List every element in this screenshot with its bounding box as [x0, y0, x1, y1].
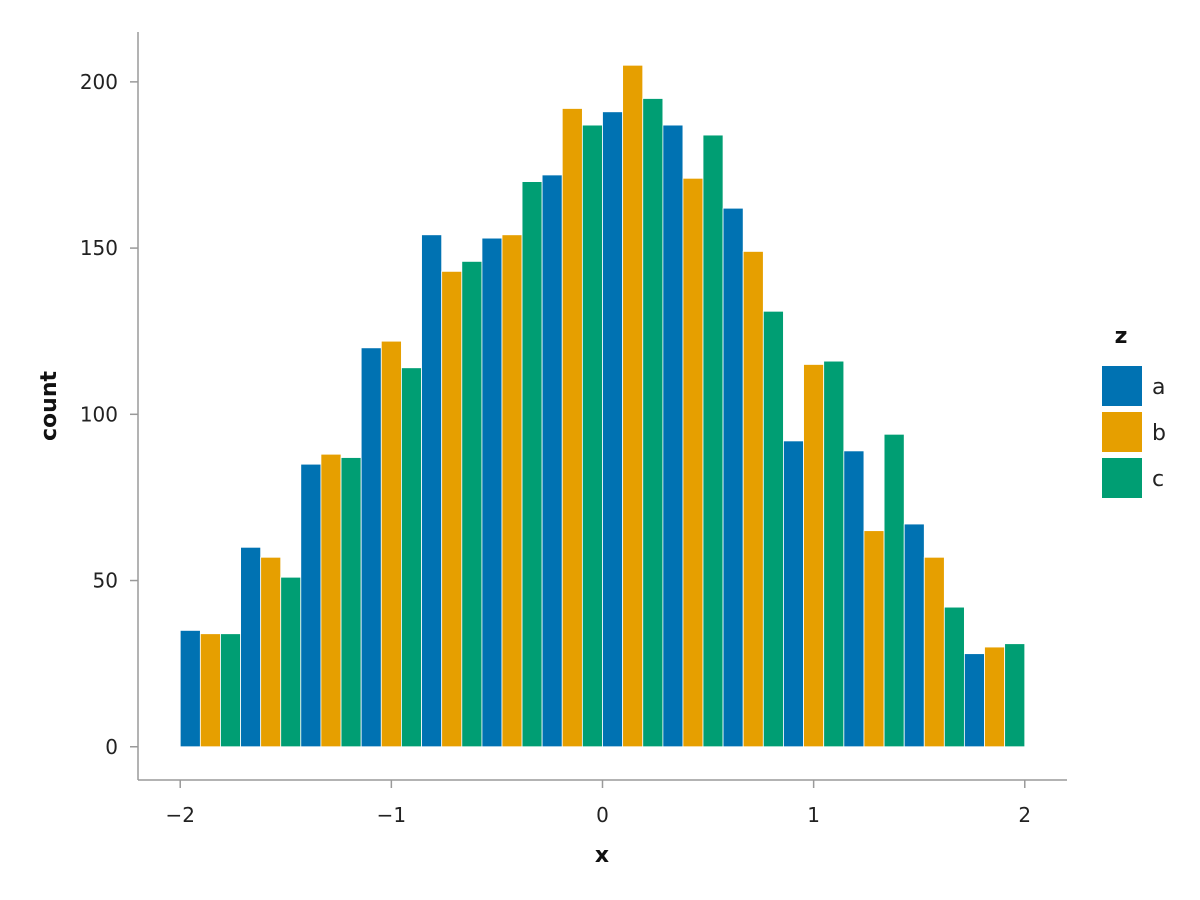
bar-b-6: [561, 108, 583, 748]
x-tick-label: −1: [377, 803, 406, 827]
x-tick-label: 1: [807, 803, 820, 827]
bar-c-13: [1004, 643, 1026, 748]
x-tick-label: 2: [1018, 803, 1031, 827]
y-tick-label: 150: [80, 236, 118, 260]
bar-a-12: [903, 523, 925, 748]
bar-b-2: [320, 453, 342, 748]
x-axis-title: x: [595, 843, 609, 868]
bar-c-12: [943, 606, 965, 748]
bar-a-6: [541, 174, 563, 748]
bar-a-7: [602, 111, 624, 748]
x-ticks-group: −2 −1 0 1 2: [165, 780, 1031, 827]
bar-c-4: [461, 260, 483, 748]
bar-c-6: [581, 124, 603, 748]
bar-a-0: [179, 630, 201, 748]
legend-swatch-c: [1102, 458, 1142, 498]
bar-a-11: [843, 450, 865, 748]
bar-b-8: [682, 177, 704, 748]
legend-label-b: b: [1152, 421, 1166, 446]
bar-a-5: [481, 237, 503, 748]
bar-a-2: [300, 463, 322, 748]
bar-b-11: [863, 530, 885, 748]
legend-swatch-b: [1102, 412, 1142, 452]
bar-b-4: [441, 270, 463, 748]
legend: z abc: [1102, 324, 1166, 498]
bar-b-3: [380, 340, 402, 748]
bar-c-2: [340, 457, 362, 748]
bar-c-9: [762, 310, 784, 748]
legend-label-a: a: [1152, 375, 1165, 400]
y-tick-label: 50: [93, 569, 118, 593]
y-ticks-group: 0 50 100 150 200: [80, 70, 138, 759]
bar-b-9: [742, 251, 764, 748]
bar-b-12: [923, 556, 945, 748]
bar-b-0: [199, 633, 221, 748]
x-tick-label: 0: [596, 803, 609, 827]
bar-b-1: [260, 556, 282, 748]
bar-b-5: [501, 234, 523, 748]
bar-c-1: [280, 576, 302, 748]
legend-label-c: c: [1152, 467, 1164, 492]
bar-a-4: [421, 234, 443, 748]
bar-a-9: [722, 207, 744, 748]
bar-c-5: [521, 181, 543, 748]
legend-title: z: [1115, 324, 1128, 349]
bar-a-3: [360, 347, 382, 748]
bar-c-10: [823, 360, 845, 748]
bar-c-3: [401, 367, 422, 748]
x-tick-label: −2: [165, 803, 194, 827]
bar-b-13: [984, 646, 1006, 748]
bar-a-10: [783, 440, 804, 748]
bar-a-1: [240, 546, 262, 748]
bar-c-0: [220, 633, 242, 748]
bar-b-10: [803, 364, 825, 748]
y-tick-label: 100: [80, 402, 118, 426]
legend-swatch-a: [1102, 366, 1142, 406]
bar-b-7: [622, 64, 644, 748]
y-axis-title: count: [37, 371, 62, 441]
bars-group: [179, 64, 1026, 748]
bar-c-8: [702, 134, 724, 748]
y-tick-label: 200: [80, 70, 118, 94]
y-tick-label: 0: [105, 735, 118, 759]
bar-a-13: [963, 653, 985, 748]
bar-c-11: [883, 433, 905, 748]
bar-a-8: [662, 124, 684, 748]
bar-c-7: [642, 98, 664, 748]
